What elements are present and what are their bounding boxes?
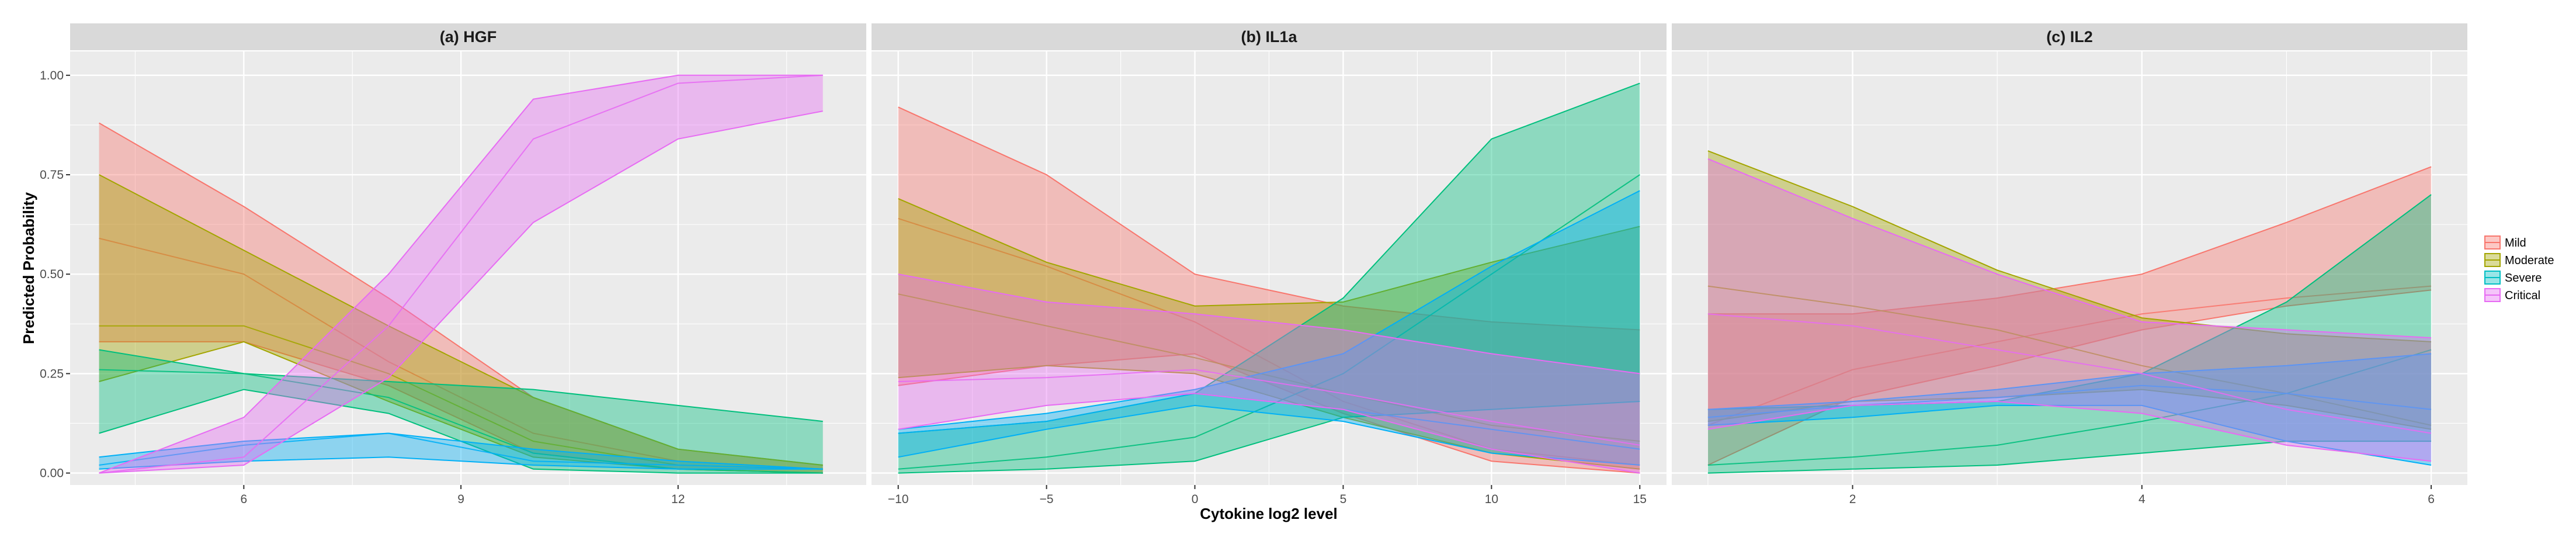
- line-mid-c-il2-extra: [1707, 384, 2432, 418]
- x-ticks-il2: 2 4 6: [1849, 485, 2435, 506]
- facet-strip-il2: [1672, 23, 2467, 50]
- gridlines-il1a: [872, 51, 1667, 485]
- panel-background-hgf: [70, 51, 866, 485]
- ribbon-a-hgf-critical: [99, 75, 823, 473]
- ribbon-c-il2-severe: [1707, 195, 2432, 473]
- x-ticks-il1a: −10 −5 0 5 10 15: [888, 485, 1647, 506]
- line-mid-b-il1a-critical: [898, 369, 1640, 446]
- legend-key-mild: Mild: [2484, 235, 2526, 250]
- x-tick-label-b-il1a-5: 15: [1633, 493, 1647, 506]
- ribbons-hgf: [99, 74, 823, 474]
- line-mid-a-hgf-severe: [99, 369, 823, 474]
- x-tick-label-c-il2-2: 6: [2428, 493, 2435, 506]
- facet-strip-hgf: [70, 23, 866, 50]
- facet-panel-il2: (c) IL2 2 4 6: [1672, 23, 2467, 506]
- x-tick-label-a-hgf-2: 12: [671, 493, 685, 506]
- facet-title-hgf: (a) HGF: [440, 28, 497, 46]
- line-upper-a-hgf-critical: [99, 74, 823, 474]
- ribbon-a-hgf-moderate: [99, 175, 823, 473]
- ribbon-c-il2-mild: [1707, 167, 2432, 465]
- y-tick-label-3: 0.75: [40, 168, 64, 182]
- line-mid-b-il1a-mild: [898, 217, 1640, 466]
- line-lower-b-il1a-extra: [898, 404, 1640, 466]
- line-lower-c-il2-severe: [1707, 441, 2432, 474]
- y-tick-label-0: 0.00: [40, 467, 64, 480]
- facet-panel-il1a: (b) IL1a −10 −5 0 5 10 15: [872, 23, 1667, 506]
- gridlines-il2: [1672, 51, 2467, 485]
- line-upper-b-il1a-critical: [898, 273, 1640, 375]
- x-axis-title: Cytokine log2 level: [1200, 505, 1338, 522]
- line-lower-b-il1a-critical: [898, 393, 1640, 474]
- ribbon-c-il2-extra: [1707, 354, 2432, 465]
- x-ticks-hgf: 6 9 12: [241, 485, 685, 506]
- line-upper-c-il2-critical: [1707, 158, 2432, 339]
- line-mid-a-hgf-extra: [99, 432, 823, 470]
- line-mid-b-il1a-severe: [898, 174, 1640, 470]
- line-upper-b-il1a-moderate: [898, 197, 1640, 307]
- legend-label-moderate: Moderate: [2505, 254, 2554, 267]
- x-tick-label-a-hgf-0: 6: [241, 493, 248, 506]
- facet-title-il2: (c) IL2: [2046, 28, 2093, 46]
- line-mid-c-il2-critical: [1707, 313, 2432, 434]
- line-lower-c-il2-moderate: [1707, 389, 2432, 430]
- legend-key-moderate: Moderate: [2484, 253, 2554, 267]
- panel-background-il2: [1672, 51, 2467, 485]
- ribbons-il1a: [898, 82, 1640, 474]
- facet-strip-il1a: [872, 23, 1667, 50]
- line-lower-a-hgf-extra: [99, 456, 823, 470]
- line-mid-c-il2-mild: [1707, 285, 2432, 426]
- line-upper-c-il2-mild: [1707, 166, 2432, 315]
- ribbon-b-il1a-moderate: [898, 198, 1640, 469]
- ribbon-a-hgf-severe: [99, 349, 823, 473]
- line-upper-a-hgf-moderate: [99, 174, 823, 466]
- line-mid-c-il2-moderate: [1707, 285, 2432, 426]
- line-upper-a-hgf-severe: [99, 349, 823, 422]
- y-axis-title: Predicted Probability: [20, 192, 37, 344]
- legend-label-critical: Critical: [2505, 289, 2540, 302]
- x-tick-label-b-il1a-0: −10: [888, 493, 909, 506]
- gridlines-hgf: [70, 51, 866, 485]
- line-upper-b-il1a-mild: [898, 106, 1640, 331]
- legend: Mild Moderate Severe Critical: [2484, 235, 2554, 302]
- facet-title-il1a: (b) IL1a: [1241, 28, 1297, 46]
- line-mid-a-hgf-critical: [99, 74, 823, 474]
- legend-label-mild: Mild: [2505, 237, 2526, 250]
- y-tick-label-2: 0.50: [40, 268, 64, 281]
- line-mid-b-il1a-moderate: [898, 293, 1640, 442]
- y-axis-ticks: 0.00 0.25 0.50 0.75 1.00: [40, 69, 70, 480]
- ribbon-a-hgf-mild: [99, 123, 823, 473]
- line-upper-c-il2-extra: [1707, 353, 2432, 410]
- line-lower-a-hgf-critical: [99, 110, 823, 474]
- x-tick-label-b-il1a-1: −5: [1040, 493, 1054, 506]
- x-tick-label-a-hgf-1: 9: [457, 493, 464, 506]
- ribbon-b-il1a-extra: [898, 190, 1640, 465]
- line-upper-b-il1a-extra: [898, 190, 1640, 430]
- x-tick-label-c-il2-1: 4: [2138, 493, 2145, 506]
- line-upper-a-hgf-extra: [99, 432, 823, 470]
- line-lower-c-il2-extra: [1707, 404, 2432, 466]
- line-mid-c-il2-severe: [1707, 349, 2432, 466]
- ribbon-b-il1a-severe: [898, 83, 1640, 473]
- y-tick-label-1: 0.25: [40, 367, 64, 380]
- legend-label-severe: Severe: [2505, 272, 2542, 285]
- legend-key-critical: Critical: [2484, 288, 2540, 302]
- ribbon-c-il2-moderate: [1707, 151, 2432, 429]
- line-upper-c-il2-moderate: [1707, 150, 2432, 342]
- ribbons-il2: [1707, 150, 2432, 474]
- line-lower-b-il1a-mild: [898, 353, 1640, 474]
- y-tick-label-4: 1.00: [40, 69, 64, 82]
- line-lower-b-il1a-severe: [898, 401, 1640, 474]
- facet-panel-hgf: (a) HGF 6 9 12: [70, 23, 866, 506]
- ribbon-c-il2-critical: [1707, 158, 2432, 462]
- x-tick-label-c-il2-0: 2: [1849, 493, 1856, 506]
- ribbon-b-il1a-critical: [898, 274, 1640, 473]
- legend-key-severe: Severe: [2484, 271, 2542, 285]
- line-lower-b-il1a-moderate: [898, 365, 1640, 470]
- x-tick-label-b-il1a-2: 0: [1192, 493, 1199, 506]
- x-tick-label-b-il1a-3: 5: [1340, 493, 1347, 506]
- line-upper-c-il2-severe: [1707, 194, 2432, 410]
- line-lower-c-il2-critical: [1707, 400, 2432, 462]
- x-tick-label-b-il1a-4: 10: [1485, 493, 1498, 506]
